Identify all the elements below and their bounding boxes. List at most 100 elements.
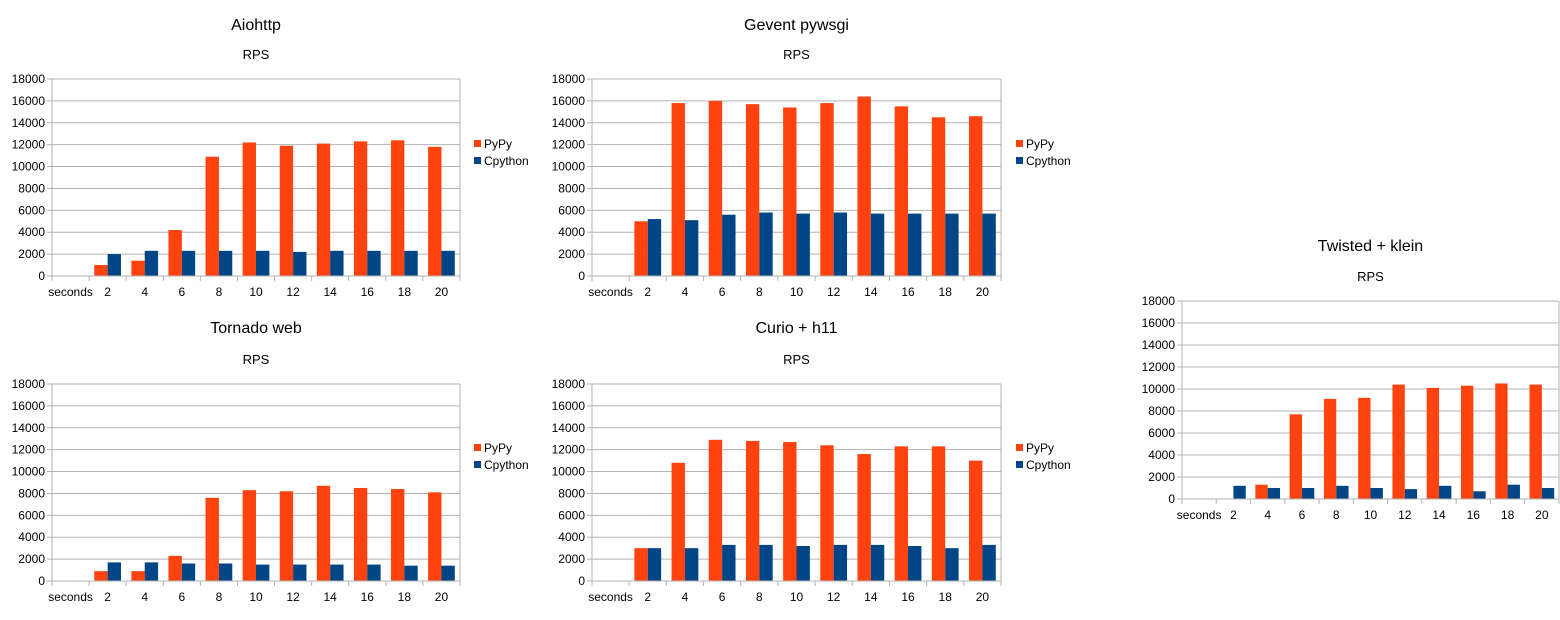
chart-subtitle: RPS	[783, 352, 810, 367]
y-tick-label: 10000	[552, 465, 586, 479]
x-tick-label: 2	[104, 285, 111, 299]
y-tick-label: 6000	[558, 203, 585, 217]
bar-pypy-14	[1426, 387, 1440, 499]
x-tick-label: 6	[719, 590, 726, 604]
legend-label-cpython: Cpython	[484, 458, 529, 472]
y-tick-label: 14000	[552, 421, 586, 435]
x-tick-label: 14	[864, 285, 878, 299]
y-tick-label: 6000	[558, 508, 585, 522]
bar-cpython-16	[367, 564, 381, 581]
bar-pypy-4	[671, 103, 685, 276]
bar-cpython-4	[684, 220, 699, 276]
y-tick-label: 14000	[12, 116, 46, 130]
bar-cpython-14	[870, 213, 885, 276]
y-tick-label: 12000	[12, 443, 46, 457]
y-tick-label: 10000	[12, 160, 46, 174]
x-tick-label: 10	[1364, 508, 1378, 522]
legend-label-cpython: Cpython	[1026, 458, 1071, 472]
x-tick-label: 6	[719, 285, 726, 299]
chart-svg: Aiohttp RPS 0 2000 4000 6000 8000 10000 12000 140…	[12, 17, 529, 299]
bar-cpython-2	[647, 548, 662, 581]
x-tick-label: 18	[939, 285, 953, 299]
y-tick-label: 12000	[12, 138, 46, 152]
y-tick-label: 16000	[12, 94, 46, 108]
x-tick-label: 16	[1467, 508, 1481, 522]
x-tick-label: 8	[1333, 508, 1340, 522]
bar-cpython-20	[1541, 488, 1555, 499]
bar-pypy-16	[894, 106, 909, 276]
bar-cpython-10	[796, 213, 810, 276]
y-tick-label: 2000	[1148, 470, 1175, 484]
bar-pypy-18	[391, 489, 405, 581]
bar-pypy-12	[279, 491, 294, 581]
bar-cpython-10	[256, 250, 270, 276]
bar-pypy-16	[353, 487, 368, 581]
bar-cpython-8	[1336, 485, 1349, 499]
x-axis-first-label: seconds	[48, 285, 93, 299]
y-tick-label: 18000	[552, 72, 586, 86]
bar-cpython-2	[107, 254, 121, 276]
bar-pypy-14	[316, 485, 331, 581]
bar-pypy-16	[1460, 385, 1474, 499]
y-tick-label: 0	[578, 269, 585, 283]
legend-swatch-pypy	[1016, 140, 1023, 147]
bar-cpython-20	[441, 565, 455, 581]
y-tick-label: 2000	[558, 552, 585, 566]
x-tick-label: 8	[756, 285, 763, 299]
y-tick-label: 10000	[552, 160, 586, 174]
y-tick-label: 14000	[1142, 338, 1176, 352]
x-tick-label: 4	[682, 285, 689, 299]
y-tick-label: 16000	[552, 94, 586, 108]
y-tick-label: 6000	[1148, 426, 1175, 440]
bar-pypy-10	[242, 142, 256, 276]
bar-pypy-12	[820, 103, 834, 276]
x-tick-label: 10	[790, 285, 804, 299]
bar-cpython-20	[982, 544, 996, 581]
bar-pypy-12	[279, 145, 294, 276]
bar-cpython-12	[1404, 489, 1418, 499]
bar-cpython-2	[1233, 485, 1246, 499]
legend-swatch-pypy	[474, 140, 481, 147]
bar-pypy-18	[931, 117, 946, 276]
bar-cpython-14	[1439, 485, 1452, 499]
x-tick-label: 2	[644, 285, 651, 299]
chart-title: Curio + h11	[756, 320, 838, 337]
y-tick-label: 0	[578, 574, 585, 588]
y-tick-label: 12000	[1142, 360, 1176, 374]
x-tick-label: 12	[827, 590, 841, 604]
legend-swatch-pypy	[1016, 444, 1023, 451]
legend-label-cpython: Cpython	[484, 154, 529, 168]
bar-pypy-2	[94, 265, 108, 276]
x-tick-label: 4	[682, 590, 689, 604]
x-tick-label: 6	[1299, 508, 1306, 522]
x-tick-label: 10	[249, 285, 263, 299]
chart-title: Tornado web	[210, 320, 302, 337]
bar-pypy-16	[353, 141, 368, 276]
y-tick-label: 8000	[18, 486, 45, 500]
bar-pypy-6	[708, 439, 723, 581]
bar-cpython-2	[647, 219, 662, 276]
chart-subtitle: RPS	[243, 352, 270, 367]
bar-pypy-6	[708, 100, 723, 276]
bar-pypy-2	[634, 221, 648, 276]
y-tick-label: 2000	[18, 247, 45, 261]
y-tick-label: 2000	[18, 552, 45, 566]
bar-pypy-20	[428, 146, 442, 276]
y-tick-label: 4000	[558, 530, 585, 544]
bar-pypy-16	[894, 446, 909, 581]
y-tick-label: 16000	[1142, 316, 1176, 330]
bar-cpython-10	[1370, 488, 1383, 499]
chart-gevent-pywsgi: Gevent pywsgi RPS 0 2000 4000 6000 8000 10000 12…	[542, 0, 1082, 300]
y-tick-label: 12000	[552, 138, 586, 152]
x-tick-label: 16	[901, 590, 915, 604]
x-tick-label: 18	[398, 590, 412, 604]
x-axis-first-label: seconds	[588, 590, 633, 604]
chart-subtitle: RPS	[1357, 269, 1384, 284]
bar-cpython-6	[1301, 488, 1315, 499]
x-tick-label: 20	[976, 590, 990, 604]
chart-subtitle: RPS	[243, 47, 270, 62]
bar-pypy-4	[131, 260, 145, 276]
chart-subtitle: RPS	[783, 47, 810, 62]
legend-label-pypy: PyPy	[484, 441, 512, 455]
x-tick-label: 8	[216, 285, 223, 299]
